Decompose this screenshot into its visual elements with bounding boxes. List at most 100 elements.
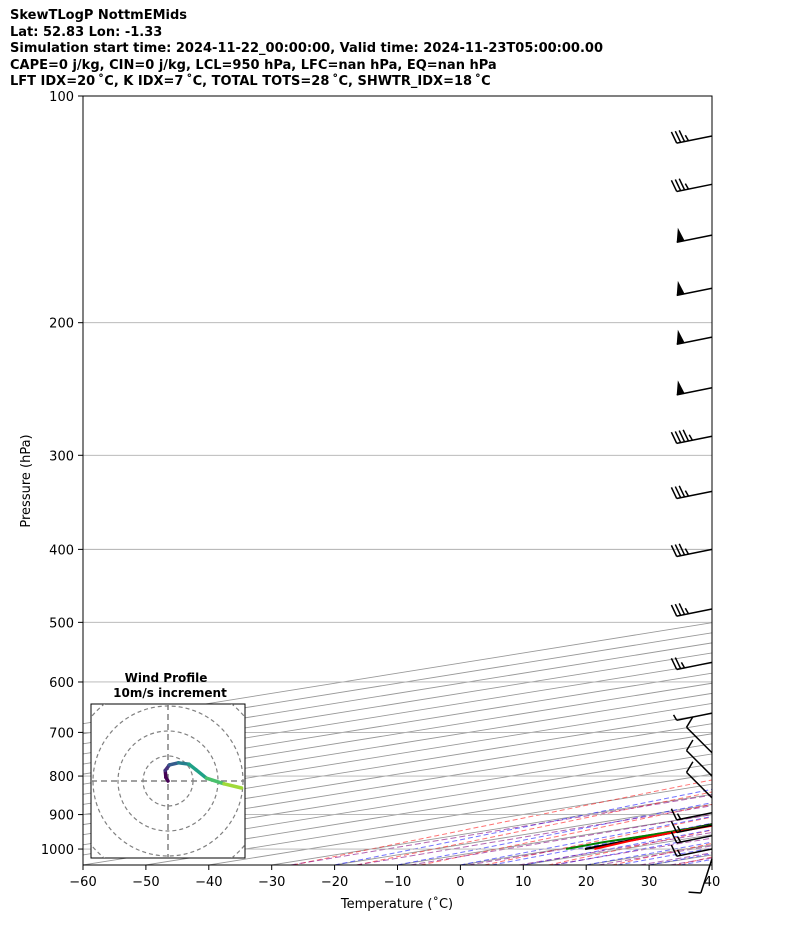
wind-barb — [670, 820, 713, 834]
stability-indices-line: LFT IDX=20 ˚C, K IDX=7 ˚C, TOTAL TOTS=28… — [10, 74, 491, 90]
hodograph-trace-segment — [194, 768, 209, 780]
isotherm-line — [83, 672, 712, 775]
wind-barb-shaft — [686, 726, 713, 754]
dry-adiabat-line — [484, 816, 712, 865]
wind-barb-flag — [670, 820, 678, 833]
wind-barb — [676, 329, 713, 345]
wind-barb-shaft — [686, 771, 713, 799]
cin-region — [585, 824, 712, 849]
y-tick-label: 200 — [49, 317, 74, 332]
isotherm-line — [83, 723, 712, 826]
wind-barb — [670, 603, 713, 617]
wind-barb-half-flag — [680, 662, 686, 669]
x-tick-label: 20 — [578, 875, 595, 890]
isotherm-line — [83, 682, 712, 785]
y-tick-label: 400 — [49, 543, 74, 558]
wind-barb — [670, 543, 713, 558]
isotherm-line — [83, 733, 712, 836]
mixing-ratio-lines — [290, 794, 712, 865]
wind-barb — [670, 831, 713, 844]
x-tick-label: 0 — [456, 875, 464, 890]
wind-barb-flag — [678, 603, 686, 615]
wind-barb-shaft — [700, 858, 713, 894]
wind-barb-shaft — [676, 608, 713, 617]
isotherm-line — [460, 824, 712, 865]
wind-barb-half-flag — [684, 134, 690, 142]
wind-barb-flag — [682, 429, 690, 442]
moist-adiabat-line — [460, 815, 712, 865]
wind-barb-half-flag — [688, 434, 694, 441]
parcel-indices-line: CAPE=0 j/kg, CIN=0 j/kg, LCL=950 hPa, LF… — [10, 57, 497, 73]
mixing-ratio-line — [639, 852, 712, 865]
y-tick-label: 600 — [49, 676, 74, 691]
wind-barb-pennant — [676, 329, 685, 345]
moist-adiabat-line — [491, 822, 712, 865]
wind-barb-pennant — [676, 380, 685, 395]
dry-adiabat-line — [356, 791, 712, 865]
y-axis-label: Pressure (hPa) — [19, 434, 34, 527]
x-tick-label: 30 — [641, 875, 658, 890]
wind-barb-flag — [670, 831, 678, 844]
isotherm-line — [83, 703, 712, 805]
moist-adiabat-line — [397, 802, 712, 865]
wind-barb-shaft — [686, 750, 713, 777]
hodograph-subtitle: 10m/s increment — [113, 686, 227, 700]
y-axis-ticks: 1000 900 800 700 600 500 400 300 200 100 — [41, 90, 83, 858]
wind-barb-shaft — [676, 135, 713, 144]
moist-adiabat-line — [680, 858, 712, 865]
x-tick-label: −20 — [321, 875, 348, 890]
dry-adiabat-line — [293, 779, 712, 865]
isotherm-line — [586, 844, 712, 865]
wind-barb-flag — [670, 844, 678, 857]
isotherm-line — [397, 814, 712, 865]
wind-barb — [670, 130, 713, 144]
mixing-ratio-line — [356, 805, 712, 865]
mixing-ratio-line — [552, 837, 712, 865]
isotherm-line — [83, 662, 712, 765]
isotherm-line — [271, 793, 712, 865]
dry-adiabat-line — [420, 803, 712, 865]
x-tick-label: −30 — [258, 875, 285, 890]
wind-barb-flag — [678, 485, 686, 498]
chart-title: SkewTLogP NottmEMids — [10, 8, 188, 23]
isotherm-line — [334, 803, 712, 865]
isotherm-line — [83, 713, 712, 815]
wind-barb-flag — [670, 545, 678, 557]
y-tick-label: 900 — [49, 809, 74, 824]
wind-barb-shaft — [676, 386, 713, 396]
wind-barb — [672, 712, 713, 722]
hodograph-title: Wind Profile — [125, 671, 208, 685]
wind-barb — [670, 429, 713, 445]
mixing-ratio-line — [290, 794, 712, 865]
wind-barb-flag — [670, 179, 678, 192]
wind-barb-flag — [670, 604, 678, 617]
wind-barb-flag — [674, 130, 682, 143]
dry-adiabat-lines — [293, 779, 712, 865]
wind-barb-half-flag — [676, 825, 682, 833]
wind-barb-flag — [685, 739, 694, 751]
wind-barb — [676, 380, 713, 396]
wind-barb-pennant — [676, 227, 685, 243]
wind-barb-flag — [674, 179, 682, 191]
wind-barb — [670, 844, 713, 857]
isotherm-line — [775, 96, 794, 865]
hodograph-trace-segment — [204, 776, 226, 786]
wind-barb-half-flag — [676, 849, 682, 856]
hodograph-trace-segment — [222, 782, 244, 790]
dry-adiabat-line — [675, 856, 712, 865]
wind-barb-shaft — [676, 712, 713, 722]
wind-barb-shaft — [676, 490, 713, 500]
parcel-profile-line — [584, 823, 712, 851]
dry-adiabat-line — [548, 829, 712, 865]
wind-barb-flag — [688, 891, 701, 894]
y-tick-label: 300 — [49, 449, 74, 464]
x-tick-label: 40 — [704, 875, 721, 890]
wind-barb-shaft — [676, 287, 713, 297]
wind-barb-flag — [674, 544, 682, 557]
isotherm-line — [523, 834, 712, 865]
wind-barb — [676, 227, 713, 243]
isotherm-line — [83, 692, 712, 795]
moist-adiabat-line — [334, 788, 712, 865]
dry-adiabat-line — [611, 842, 712, 865]
